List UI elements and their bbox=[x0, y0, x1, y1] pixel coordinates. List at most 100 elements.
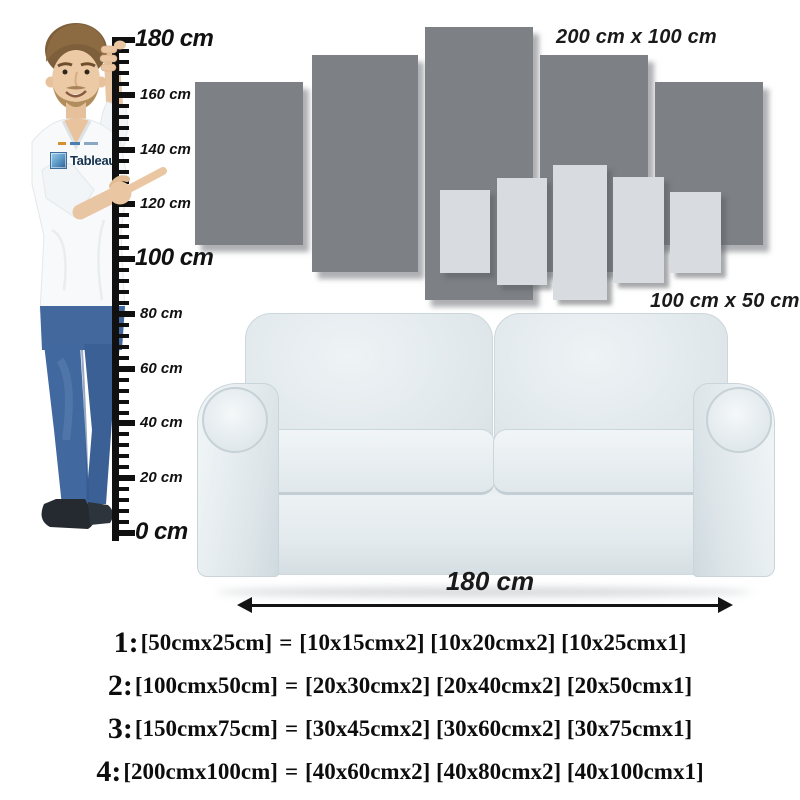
sofa bbox=[197, 303, 775, 598]
option-number: 3: bbox=[107, 711, 133, 745]
canvas-panel-light-2 bbox=[497, 178, 547, 285]
ruler-tick bbox=[112, 201, 135, 208]
mustache bbox=[66, 86, 86, 90]
eyebrow-right bbox=[80, 62, 96, 68]
ruler-tick bbox=[112, 498, 129, 503]
ruler-tick bbox=[112, 256, 135, 263]
option-set-size: [150cmx75cm] bbox=[134, 715, 278, 741]
equals-sign: = bbox=[279, 629, 293, 655]
equals-sign: = bbox=[284, 672, 299, 698]
ruler-tick bbox=[112, 520, 129, 524]
size-option-row-4: 4: [200cmx100cm] = [40x60cmx2] [40x80cmx… bbox=[40, 750, 760, 793]
ruler-label-100: 100 cm bbox=[135, 244, 214, 272]
width-arrow-right-head bbox=[718, 597, 733, 613]
ruler-tick bbox=[112, 49, 129, 53]
ruler-tick bbox=[112, 158, 129, 163]
ruler-tick bbox=[112, 279, 129, 283]
option-panel-sizes: [30x45cmx2] [30x60cmx2] [30x75cmx1] bbox=[305, 715, 693, 741]
width-arrow-line bbox=[250, 604, 720, 607]
ruler-tick bbox=[112, 246, 129, 251]
option-set-size: [50cmx25cm] bbox=[140, 629, 273, 655]
width-arrow-left-head bbox=[237, 597, 252, 613]
option-number: 2: bbox=[107, 668, 133, 702]
ruler-label-160: 160 cm bbox=[140, 85, 191, 103]
ruler-tick bbox=[112, 268, 129, 273]
ruler-tick bbox=[112, 224, 129, 229]
sofa-arm-scroll-right bbox=[706, 387, 772, 453]
eyebrow-left bbox=[57, 62, 73, 68]
canvas-panel-light-4 bbox=[613, 177, 664, 283]
ruler-tick bbox=[112, 125, 129, 130]
gripping-hand bbox=[99, 40, 126, 72]
pointing-forearm bbox=[72, 188, 120, 220]
ruler-tick bbox=[112, 530, 135, 536]
sofa-arm-scroll-left bbox=[202, 387, 268, 453]
ruler-tick bbox=[112, 310, 135, 317]
size-option-row-2: 2: [100cmx50cm] = [20x30cmx2] [20x40cmx2… bbox=[40, 664, 760, 707]
ruler-label-40: 40 cm bbox=[140, 414, 183, 432]
beard bbox=[52, 78, 100, 110]
logo-dots-decoration bbox=[58, 142, 98, 145]
jeans-hip bbox=[40, 306, 125, 350]
option-set-size: [200cmx100cm] bbox=[123, 758, 278, 784]
ruler-tick bbox=[112, 235, 129, 240]
ruler-tick bbox=[112, 136, 129, 141]
ruler-tick bbox=[112, 300, 129, 305]
size-options-list: 1: [50cmx25cm] = [10x15cmx2] [10x20cmx2]… bbox=[40, 621, 760, 793]
jeans-seam bbox=[81, 349, 89, 501]
canvas-panel-dark-2 bbox=[312, 55, 418, 272]
ruler-tick bbox=[112, 475, 135, 482]
ruler-label-20: 20 cm bbox=[140, 469, 183, 487]
option-set-size: [100cmx50cm] bbox=[134, 672, 278, 698]
jeans-leg-right bbox=[84, 344, 120, 504]
equals-sign: = bbox=[284, 715, 299, 741]
ruler-tick bbox=[112, 114, 129, 119]
ruler-tick bbox=[112, 146, 135, 153]
tableau-logo: Tableau bbox=[50, 142, 120, 174]
sofa-seat-cushion-left bbox=[243, 429, 495, 495]
ruler-bar bbox=[112, 37, 119, 541]
ruler-label-120: 120 cm bbox=[140, 195, 191, 213]
canvas-panel-dark-1 bbox=[195, 82, 303, 245]
ruler-label-140: 140 cm bbox=[140, 140, 191, 158]
ruler-tick bbox=[112, 487, 129, 492]
ruler-tick bbox=[112, 365, 135, 372]
ruler-tick bbox=[112, 454, 129, 459]
ruler-tick bbox=[112, 37, 135, 43]
ruler-tick bbox=[112, 91, 135, 98]
eye-left bbox=[62, 69, 68, 75]
ruler-tick bbox=[112, 59, 129, 64]
ruler-tick bbox=[112, 465, 129, 470]
sofa-floor-shadow bbox=[217, 587, 752, 597]
canvas-panel-light-5 bbox=[670, 192, 721, 273]
ruler-tick bbox=[112, 344, 129, 349]
height-ruler: 180 cm 160 cm 140 cm 120 cm 100 cm 80 cm 60 cm… bbox=[112, 0, 244, 565]
ruler-tick bbox=[112, 213, 129, 218]
shirt-wrinkle bbox=[97, 219, 106, 301]
canvas-panel-light-1 bbox=[440, 190, 490, 273]
ruler-tick bbox=[112, 103, 129, 108]
jeans-wash bbox=[56, 357, 73, 441]
shoe-left bbox=[41, 499, 94, 529]
jeans-leg-left bbox=[44, 344, 90, 506]
ruler-label-180: 180 cm bbox=[135, 25, 214, 52]
ruler-tick bbox=[112, 399, 129, 404]
ruler-tick bbox=[112, 432, 129, 437]
option-number: 4: bbox=[96, 754, 122, 788]
size-option-row-3: 3: [150cmx75cm] = [30x45cmx2] [30x60cmx2… bbox=[40, 707, 760, 750]
option-panel-sizes: [20x30cmx2] [20x40cmx2] [20x50cmx1] bbox=[305, 672, 693, 698]
ruler-tick bbox=[112, 322, 129, 327]
eye-right bbox=[84, 69, 90, 75]
size-option-row-1: 1: [50cmx25cm] = [10x15cmx2] [10x20cmx2]… bbox=[40, 621, 760, 664]
hair-fringe bbox=[46, 24, 107, 62]
ruler-tick bbox=[112, 70, 129, 75]
large-set-size-label: 200 cm x 100 cm bbox=[556, 26, 717, 48]
ruler-tick bbox=[112, 388, 129, 393]
ruler-tick bbox=[112, 355, 129, 360]
nose bbox=[74, 71, 78, 87]
tableau-logo-text: Tableau bbox=[70, 152, 117, 168]
option-panel-sizes: [10x15cmx2] [10x20cmx2] [10x25cmx1] bbox=[299, 629, 687, 655]
ruler-label-60: 60 cm bbox=[140, 359, 183, 377]
ruler-label-0: 0 cm bbox=[135, 518, 188, 545]
